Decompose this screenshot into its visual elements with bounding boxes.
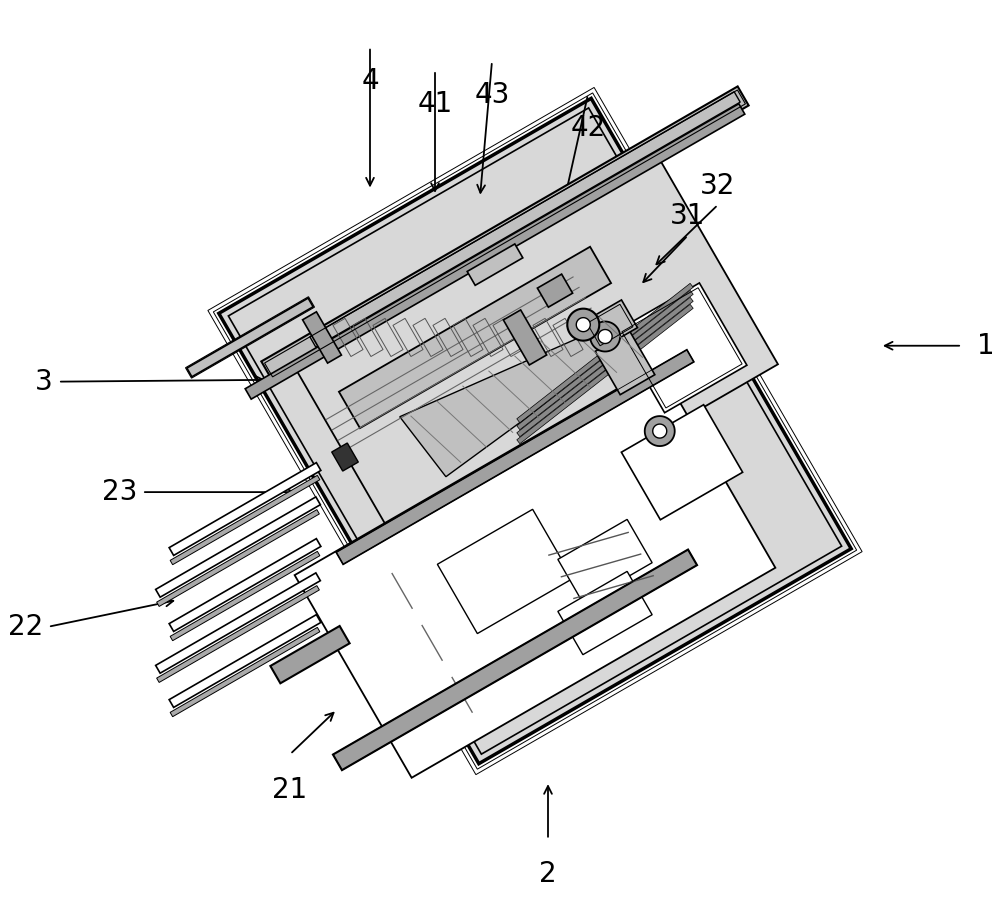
Polygon shape [517,290,693,430]
Polygon shape [576,318,590,331]
Polygon shape [292,153,778,574]
Polygon shape [332,443,358,471]
Text: 3: 3 [35,367,53,396]
Text: 1: 1 [977,331,995,360]
Polygon shape [245,104,745,399]
Polygon shape [333,550,697,770]
Polygon shape [170,551,320,640]
Polygon shape [598,330,612,344]
Text: 41: 41 [417,90,453,118]
Polygon shape [645,416,675,446]
Polygon shape [336,349,694,564]
Polygon shape [169,462,321,556]
Polygon shape [157,510,319,606]
Polygon shape [169,539,321,631]
Text: 43: 43 [474,81,510,109]
Text: 32: 32 [700,172,736,199]
Text: 21: 21 [272,776,308,805]
Text: 22: 22 [8,612,43,641]
Polygon shape [517,284,693,423]
Polygon shape [156,497,320,597]
Polygon shape [187,298,313,377]
Polygon shape [219,99,851,763]
Polygon shape [310,92,740,348]
Polygon shape [169,614,321,708]
Text: 42: 42 [570,114,606,142]
Polygon shape [617,283,747,413]
Polygon shape [583,300,637,350]
Polygon shape [339,247,611,428]
Polygon shape [621,405,743,520]
Text: 4: 4 [361,66,379,94]
Text: 2: 2 [539,859,557,887]
Text: 31: 31 [670,202,706,230]
Polygon shape [517,297,693,436]
Polygon shape [157,585,319,682]
Polygon shape [400,323,633,477]
Text: 23: 23 [102,478,137,506]
Polygon shape [517,304,693,444]
Polygon shape [170,475,320,565]
Polygon shape [156,573,320,674]
Polygon shape [295,365,775,778]
Polygon shape [261,86,749,381]
Polygon shape [595,331,655,395]
Polygon shape [170,628,320,717]
Polygon shape [558,519,652,603]
Polygon shape [503,310,547,365]
Polygon shape [558,571,652,655]
Polygon shape [303,312,341,363]
Polygon shape [567,309,599,340]
Polygon shape [537,274,573,307]
Polygon shape [653,424,667,438]
Polygon shape [590,321,620,351]
Polygon shape [467,244,523,286]
Polygon shape [270,626,350,683]
